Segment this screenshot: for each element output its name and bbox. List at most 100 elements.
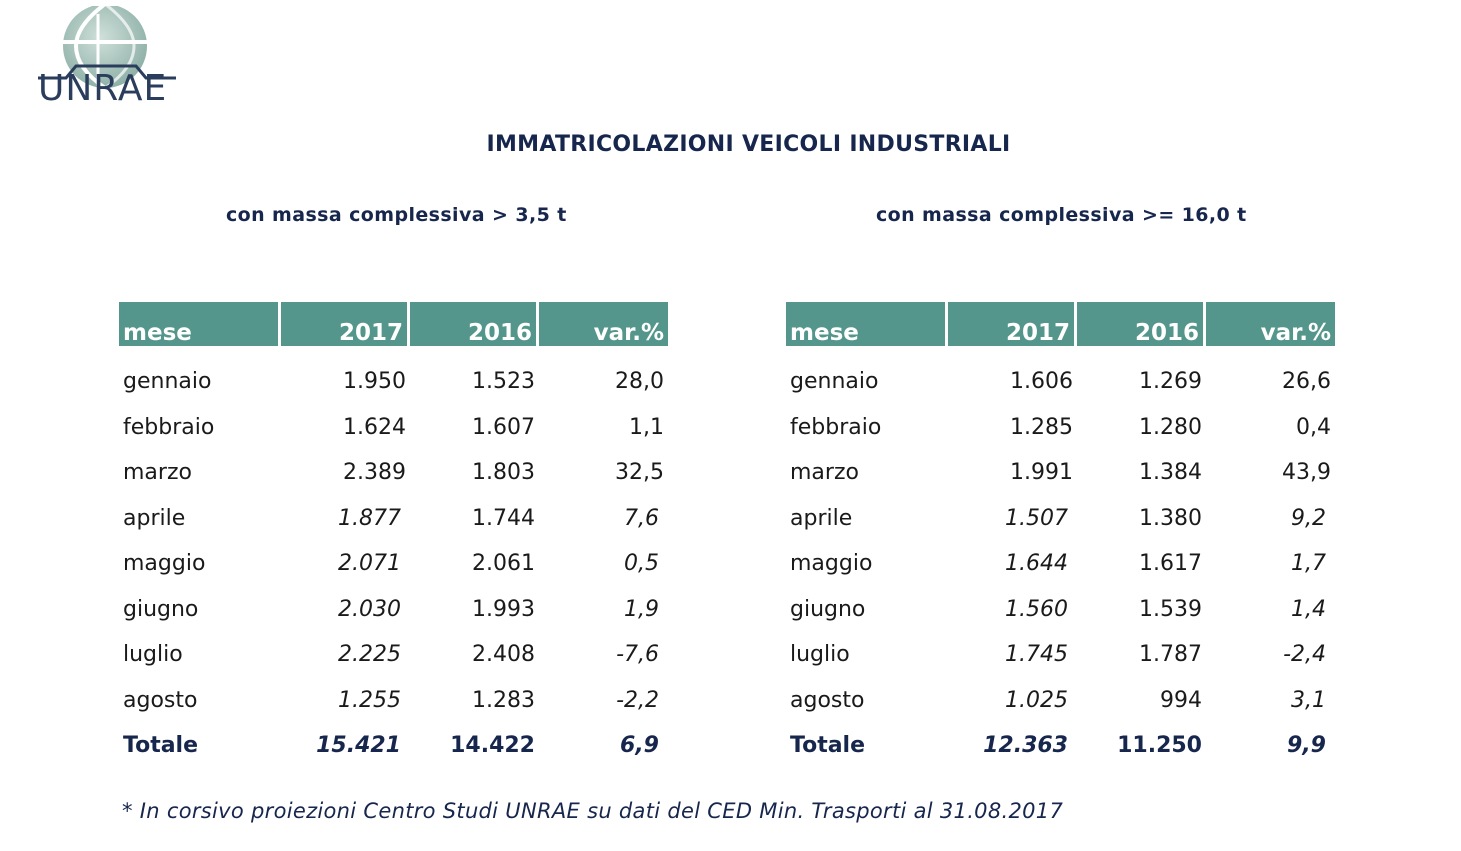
table-row: gennaio 1.606 1.269 26,6 (786, 346, 1335, 396)
month-cell: gennaio (790, 369, 879, 395)
month-cell: agosto (123, 687, 198, 713)
header-var: var.% (1206, 302, 1335, 346)
value-2017: 1.644 (1005, 551, 1068, 577)
total-label: Totale (123, 733, 199, 759)
value-var: -2,4 (1283, 642, 1326, 668)
header-row: mese 2017 2016 var.% (786, 302, 1335, 346)
unrae-logo (38, 6, 176, 90)
table-row: luglio 1.745 1.787 -2,4 (786, 623, 1335, 669)
value-var: 3,1 (1291, 687, 1326, 713)
value-2016: 1.744 (472, 505, 535, 531)
value-2016: 1.283 (472, 687, 535, 713)
value-2017: 1.507 (1005, 505, 1068, 531)
month-cell: giugno (790, 596, 866, 622)
value-2016: 1.523 (472, 369, 535, 395)
month-cell: febbraio (790, 414, 882, 440)
value-2016: 1.380 (1139, 505, 1202, 531)
value-2017: 2.225 (338, 642, 401, 668)
value-2016: 1.993 (472, 596, 535, 622)
value-var: 9,2 (1291, 505, 1326, 531)
table-row: febbraio 1.285 1.280 0,4 (786, 396, 1335, 442)
value-var: -2,2 (616, 687, 659, 713)
table-row: luglio 2.225 2.408 -7,6 (119, 623, 668, 669)
value-2017: 1.560 (1005, 596, 1068, 622)
month-cell: febbraio (123, 414, 215, 440)
total-2016: 14.422 (450, 733, 535, 759)
table-row: giugno 2.030 1.993 1,9 (119, 578, 668, 624)
value-var: 1,1 (629, 414, 664, 440)
header-2016: 2016 (410, 302, 539, 346)
table-row: giugno 1.560 1.539 1,4 (786, 578, 1335, 624)
header-2017: 2017 (281, 302, 410, 346)
table-row: marzo 1.991 1.384 43,9 (786, 441, 1335, 487)
month-cell: marzo (123, 460, 192, 486)
table-row: marzo 2.389 1.803 32,5 (119, 441, 668, 487)
month-cell: maggio (790, 551, 873, 577)
value-2016: 1.269 (1139, 369, 1202, 395)
table-row: maggio 1.644 1.617 1,7 (786, 532, 1335, 578)
value-2016: 1.607 (472, 414, 535, 440)
header-2016: 2016 (1077, 302, 1206, 346)
total-2017: 15.421 (316, 733, 401, 759)
value-2016: 1.539 (1139, 596, 1202, 622)
header-month: mese (119, 302, 281, 346)
total-var: 9,9 (1287, 733, 1326, 759)
value-2016: 994 (1160, 687, 1202, 713)
value-var: 28,0 (615, 369, 664, 395)
footnote: * In corsivo proiezioni Centro Studi UNR… (122, 799, 1064, 823)
table-row: aprile 1.877 1.744 7,6 (119, 487, 668, 533)
value-var: 7,6 (624, 505, 659, 531)
table-row: agosto 1.025 994 3,1 (786, 669, 1335, 715)
month-cell: agosto (790, 687, 865, 713)
value-var: 43,9 (1282, 460, 1331, 486)
value-var: 1,9 (624, 596, 659, 622)
total-var: 6,9 (620, 733, 659, 759)
logo-text: UNRAE (38, 68, 168, 109)
total-row: Totale 12.363 11.250 9,9 (786, 714, 1335, 760)
value-2017: 1.255 (338, 687, 401, 713)
value-var: 32,5 (615, 460, 664, 486)
table-row: gennaio 1.950 1.523 28,0 (119, 346, 668, 396)
value-var: 1,4 (1291, 596, 1326, 622)
value-2016: 2.408 (472, 642, 535, 668)
value-2017: 1.606 (1010, 369, 1073, 395)
value-2017: 2.071 (338, 551, 401, 577)
table-row: agosto 1.255 1.283 -2,2 (119, 669, 668, 715)
total-2017: 12.363 (983, 733, 1068, 759)
month-cell: marzo (790, 460, 859, 486)
month-cell: giugno (123, 596, 199, 622)
month-cell: gennaio (123, 369, 212, 395)
value-2016: 1.803 (472, 460, 535, 486)
month-cell: luglio (123, 642, 183, 668)
value-2017: 1.624 (343, 414, 406, 440)
page-title: IMMATRICOLAZIONI VEICOLI INDUSTRIALI (486, 132, 1011, 157)
value-2016: 1.787 (1139, 642, 1202, 668)
total-label: Totale (790, 733, 866, 759)
value-2016: 1.384 (1139, 460, 1202, 486)
header-var: var.% (539, 302, 668, 346)
value-2016: 2.061 (472, 551, 535, 577)
subtitle-right: con massa complessiva >= 16,0 t (876, 204, 1247, 226)
month-cell: aprile (123, 505, 186, 531)
total-2016: 11.250 (1117, 733, 1202, 759)
table-row: aprile 1.507 1.380 9,2 (786, 487, 1335, 533)
value-2017: 2.030 (338, 596, 401, 622)
header-month: mese (786, 302, 948, 346)
table-left: mese 2017 2016 var.% gennaio 1.950 1.523… (119, 302, 668, 760)
value-2016: 1.280 (1139, 414, 1202, 440)
value-var: 1,7 (1291, 551, 1326, 577)
value-2016: 1.617 (1139, 551, 1202, 577)
value-2017: 2.389 (343, 460, 406, 486)
value-var: 0,4 (1296, 414, 1331, 440)
table-row: maggio 2.071 2.061 0,5 (119, 532, 668, 578)
header-row: mese 2017 2016 var.% (119, 302, 668, 346)
value-2017: 1.745 (1005, 642, 1068, 668)
total-row: Totale 15.421 14.422 6,9 (119, 714, 668, 760)
month-cell: maggio (123, 551, 206, 577)
value-2017: 1.877 (338, 505, 401, 531)
value-2017: 1.285 (1010, 414, 1073, 440)
subtitle-left: con massa complessiva > 3,5 t (226, 204, 567, 226)
table-right: mese 2017 2016 var.% gennaio 1.606 1.269… (786, 302, 1335, 760)
value-2017: 1.991 (1010, 460, 1073, 486)
month-cell: aprile (790, 505, 853, 531)
